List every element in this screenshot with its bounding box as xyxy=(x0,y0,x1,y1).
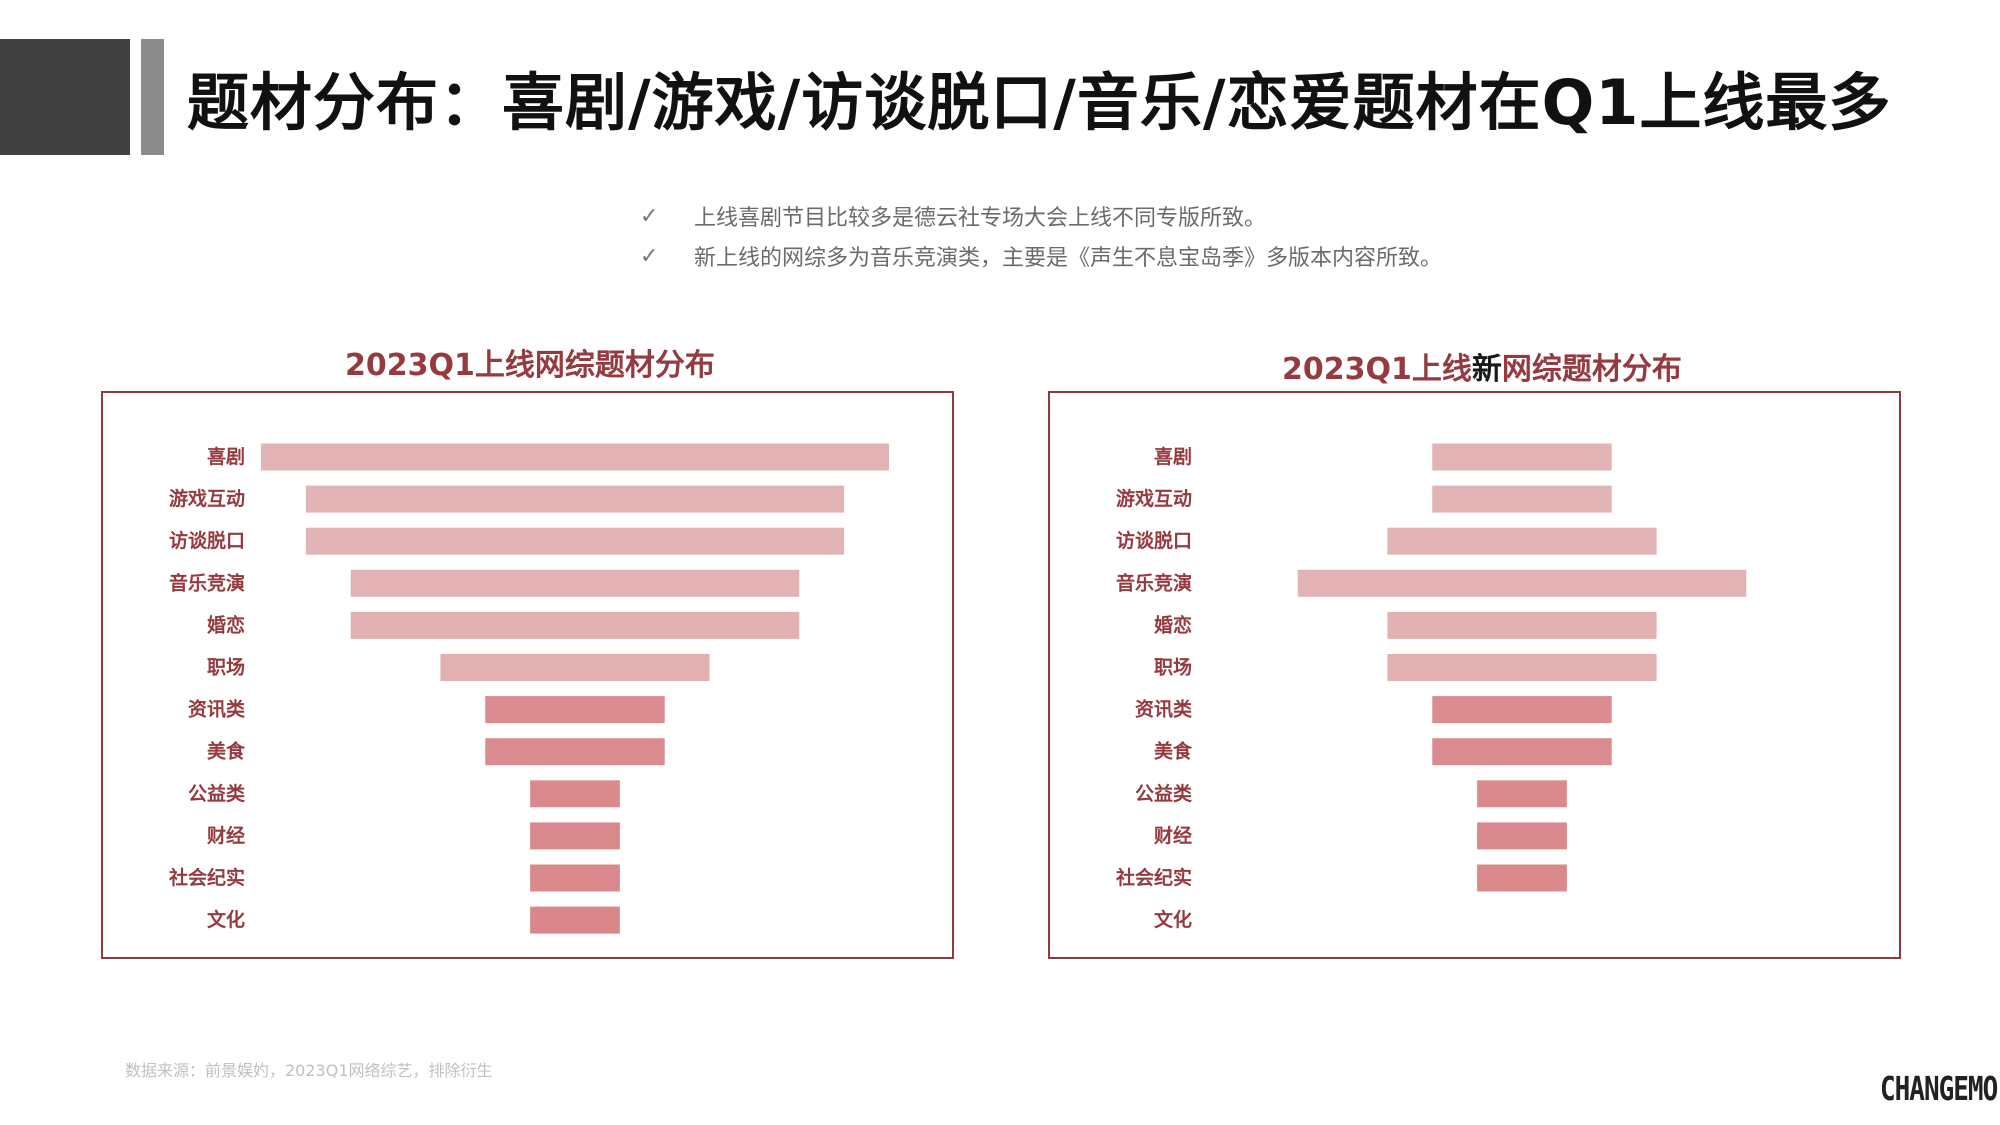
category-label: 文化 xyxy=(1154,908,1192,931)
category-label: 游戏互动 xyxy=(1116,487,1192,510)
check-icon: ✓ xyxy=(640,243,659,269)
category-label: 社会纪实 xyxy=(1115,866,1192,889)
bar xyxy=(305,485,845,513)
bar xyxy=(1387,527,1657,555)
bar xyxy=(1477,780,1567,808)
category-label: 美食 xyxy=(207,740,246,763)
bar xyxy=(485,696,665,724)
category-label: 音乐竞演 xyxy=(1116,571,1192,594)
chart-title-right-prefix: 2023Q1上线 xyxy=(1282,352,1472,387)
bullet-item-2: ✓ 新上线的网综多为音乐竞演类，主要是《声生不息宝岛季》多版本内容所致。 xyxy=(640,236,1442,276)
category-label: 游戏互动 xyxy=(169,487,245,510)
bar xyxy=(305,527,845,555)
bullet-list: ✓ 上线喜剧节目比较多是德云社专场大会上线不同专版所致。 ✓ 新上线的网综多为音… xyxy=(640,196,1442,276)
category-label: 喜剧 xyxy=(207,446,245,468)
category-label: 访谈脱口 xyxy=(1116,529,1192,552)
category-label: 文化 xyxy=(207,908,245,931)
chart-panel-right: 喜剧游戏互动访谈脱口音乐竞演婚恋职场资讯类美食公益类财经社会纪实文化 xyxy=(1048,391,1901,959)
category-label: 社会纪实 xyxy=(168,866,245,889)
category-label: 职场 xyxy=(207,657,245,679)
bar xyxy=(440,654,710,681)
bar xyxy=(1432,443,1612,471)
category-label: 访谈脱口 xyxy=(169,529,245,552)
bar xyxy=(1387,654,1657,681)
category-label: 美食 xyxy=(1154,740,1193,763)
check-icon: ✓ xyxy=(640,203,659,229)
category-label: 音乐竞演 xyxy=(169,571,245,594)
chart-title-left: 2023Q1上线网综题材分布 xyxy=(345,348,715,383)
bar xyxy=(1477,864,1567,892)
bar xyxy=(530,864,620,892)
bar xyxy=(1297,569,1747,597)
bar xyxy=(350,569,800,597)
chart-title-right-suffix: 网综题材分布 xyxy=(1501,352,1682,387)
bar xyxy=(530,780,620,808)
bar xyxy=(1432,485,1612,513)
category-label: 职场 xyxy=(1154,657,1192,679)
title-decor-stripe xyxy=(141,39,164,155)
category-label: 财经 xyxy=(1154,824,1192,847)
bullet-text-2: 新上线的网综多为音乐竞演类，主要是《声生不息宝岛季》多版本内容所致。 xyxy=(694,246,1443,271)
category-label: 资讯类 xyxy=(1135,698,1192,721)
chart-title-right: 2023Q1上线新网综题材分布 xyxy=(1282,344,1682,388)
category-label: 财经 xyxy=(207,824,245,847)
bar xyxy=(1432,696,1612,724)
page-title: 题材分布：喜剧/游戏/访谈脱口/音乐/恋爱题材在Q1上线最多 xyxy=(187,66,1892,139)
category-label: 婚恋 xyxy=(207,613,245,636)
category-label: 喜剧 xyxy=(1154,446,1192,468)
category-label: 资讯类 xyxy=(188,698,245,721)
bar xyxy=(1477,822,1567,850)
category-label: 婚恋 xyxy=(1154,613,1192,636)
bullet-text-1: 上线喜剧节目比较多是德云社专场大会上线不同专版所致。 xyxy=(694,206,1267,231)
data-source-note: 数据来源：前景娱妁，2023Q1网络综艺，排除衍生 xyxy=(125,1061,493,1080)
brand-logo: CHANGEMO xyxy=(1880,1071,1998,1109)
bar xyxy=(350,611,800,639)
chart-title-right-highlight: 新 xyxy=(1471,352,1502,387)
bar xyxy=(530,822,620,850)
bar xyxy=(1387,611,1657,639)
category-label: 公益类 xyxy=(188,782,245,805)
bar xyxy=(485,738,665,766)
chart-panel-left: 喜剧游戏互动访谈脱口音乐竞演婚恋职场资讯类美食公益类财经社会纪实文化 xyxy=(101,391,954,959)
category-label: 公益类 xyxy=(1135,782,1192,805)
bar xyxy=(530,906,620,934)
title-decor-block xyxy=(0,39,130,155)
bullet-item-1: ✓ 上线喜剧节目比较多是德云社专场大会上线不同专版所致。 xyxy=(640,196,1442,236)
bar xyxy=(261,443,889,471)
bar xyxy=(1432,738,1612,766)
